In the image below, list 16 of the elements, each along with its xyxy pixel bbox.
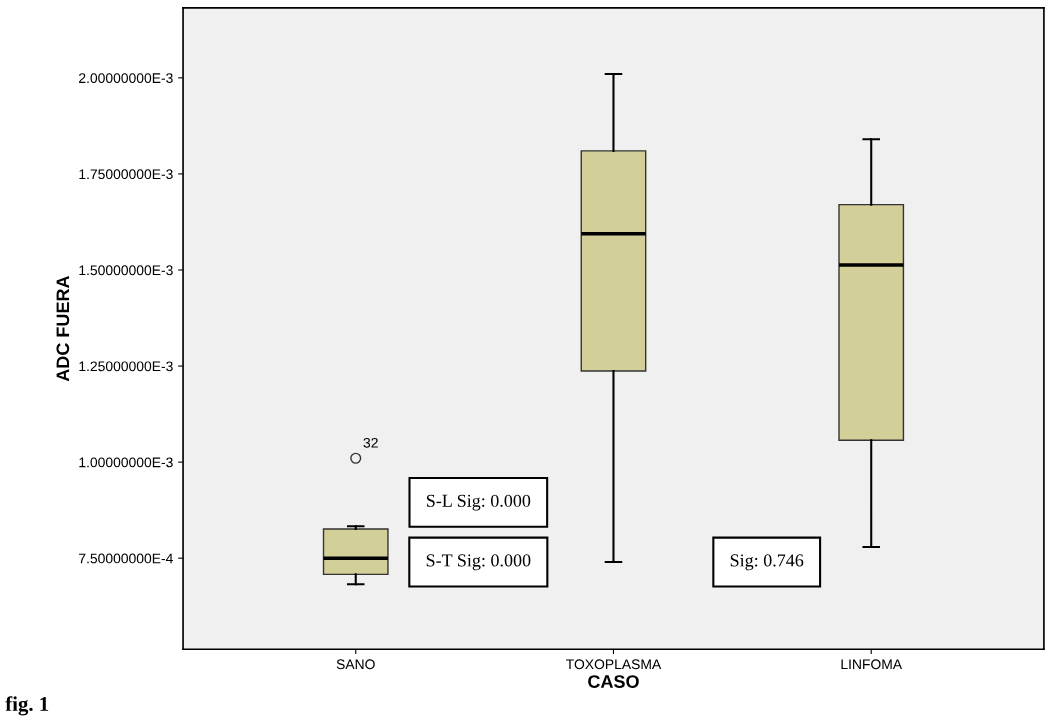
annotation: S-L Sig: 0.000 <box>426 494 531 511</box>
caption: fig. 1 <box>5 696 49 716</box>
y-tick-label: 1.25000000E-3 <box>79 361 173 372</box>
y-tick-label: 7.50000000E-4 <box>79 553 173 564</box>
x-tick-label: LINFOMA <box>841 659 903 670</box>
y-tick-label: 2.00000000E-3 <box>79 73 173 84</box>
x-axis-title: CASO <box>588 675 639 688</box>
annotation: Sig: 0.746 <box>730 554 804 571</box>
y-tick-label: 1.00000000E-3 <box>79 457 173 468</box>
y-tick-label: 1.75000000E-3 <box>79 169 173 180</box>
annotation: 32 <box>363 437 378 448</box>
x-tick-label: SANO <box>336 659 375 670</box>
annotation: S-T Sig: 0.000 <box>426 554 531 571</box>
x-tick-label: TOXOPLASMA <box>566 659 662 670</box>
y-tick-label: 1.50000000E-3 <box>79 265 173 276</box>
y-axis-title: ADC FUERA <box>56 275 70 382</box>
